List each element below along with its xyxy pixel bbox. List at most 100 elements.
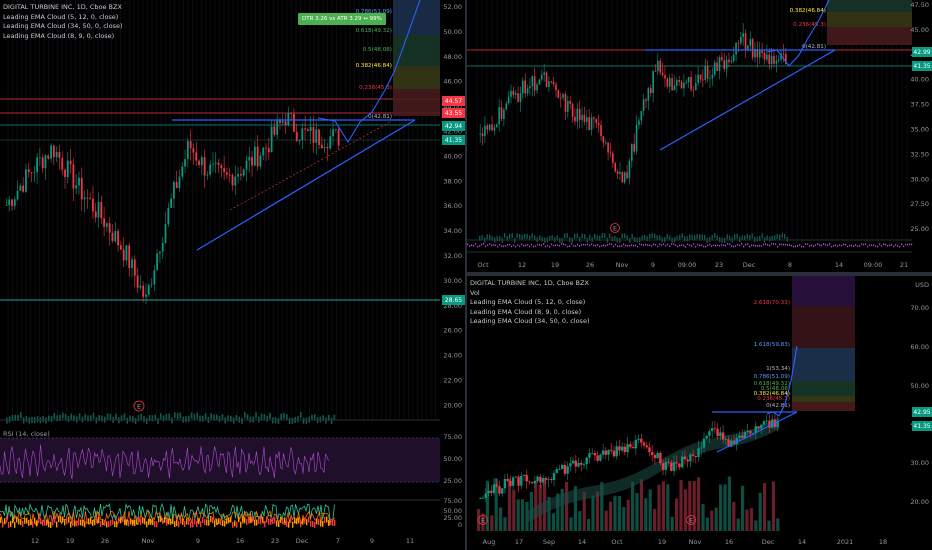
osc-bar xyxy=(18,518,20,525)
chart-pane-bottom-right[interactable]: 2.618(70.33) 1.618(59.83) 1(53.34) 0.786(51… xyxy=(467,276,932,550)
bottom-right-chart-canvas[interactable]: 2.618(70.33) 1.618(59.83) 1(53.34) 0.786(51… xyxy=(467,276,932,550)
volume-bar xyxy=(302,417,305,424)
br-candle xyxy=(601,450,605,455)
osc-bar xyxy=(901,243,903,246)
left-candle xyxy=(212,163,214,165)
legend-line[interactable]: Leading EMA Cloud (34, 50, 0, close) xyxy=(470,317,590,326)
br-candle xyxy=(610,449,613,451)
left-candle xyxy=(117,231,119,246)
fib-zone xyxy=(792,389,855,396)
volume-bar xyxy=(277,417,280,424)
x-tick: 2021 xyxy=(837,538,854,546)
volume-bar xyxy=(566,233,568,239)
osc-bar xyxy=(254,519,256,526)
left-chart-canvas[interactable]: 0.786(51.09) 0.618(49.32) 0.5(48.08) 0.382(… xyxy=(0,0,465,550)
osc-bar xyxy=(667,243,669,246)
br-candle xyxy=(487,490,490,494)
legend-line[interactable]: Leading EMA Cloud (5, 12, 0, close) xyxy=(3,12,119,21)
osc-bar xyxy=(797,245,799,247)
top-right-chart-canvas[interactable]: 0.382(46.84) 0.236(45.3) 0(42.81) E 47.50 45.… xyxy=(467,0,932,272)
osc-bar xyxy=(835,244,837,246)
left-candle xyxy=(131,259,133,268)
legend-line[interactable]: DIGITAL TURBINE INC, 1D, Cboe BZX xyxy=(3,3,122,11)
left-candle xyxy=(64,169,66,178)
y-tick: 40.00 xyxy=(910,76,929,84)
osc-bar xyxy=(519,245,521,247)
legend-line[interactable]: Leading EMA Cloud (8, 9, 0, close) xyxy=(3,31,115,40)
volume-bar xyxy=(529,235,531,241)
legend-line[interactable]: Leading EMA Cloud (8, 9, 0, close) xyxy=(470,307,582,316)
tr-candle xyxy=(479,133,481,135)
legend-line[interactable]: Vol xyxy=(470,288,480,297)
osc-bar xyxy=(725,244,727,247)
osc-bar xyxy=(841,244,843,247)
tr-candle xyxy=(652,70,654,93)
pane-divider-vertical[interactable] xyxy=(465,0,467,550)
price-tag-bg xyxy=(442,96,465,106)
y-tick: 40.00 xyxy=(443,152,462,160)
volume-bar xyxy=(754,236,756,242)
br-candle xyxy=(680,456,684,468)
br-candle xyxy=(656,452,659,459)
left-candle xyxy=(251,156,253,166)
osc-bar xyxy=(32,521,34,528)
y-tick: 32.00 xyxy=(443,252,462,260)
fib-zone xyxy=(393,89,440,116)
tr-candle xyxy=(567,100,569,112)
left-candle xyxy=(287,112,290,126)
chart-pane-top-right[interactable]: 0.382(46.84) 0.236(45.3) 0(42.81) E 47.50 45.… xyxy=(467,0,932,272)
volume-bar xyxy=(576,233,578,239)
legend-line[interactable]: Leading EMA Cloud (34, 50, 0, close) xyxy=(3,22,123,31)
osc-bar xyxy=(743,245,745,248)
osc-bar xyxy=(306,519,308,526)
osc-bar xyxy=(88,518,90,525)
pane-divider-horizontal[interactable] xyxy=(467,272,932,276)
osc-bar xyxy=(679,244,681,247)
volume-bar xyxy=(704,234,706,240)
price-tag: 43.55 xyxy=(445,110,462,117)
osc-bar xyxy=(803,245,805,248)
osc-bar xyxy=(637,245,639,248)
volume-bar xyxy=(749,508,753,531)
volume-bar xyxy=(766,235,768,241)
br-candle xyxy=(528,481,531,483)
osc-bar xyxy=(166,519,168,526)
osc-bar xyxy=(673,243,675,245)
x-tick: 9 xyxy=(370,537,374,545)
chart-pane-left[interactable]: 0.786(51.09) 0.618(49.32) 0.5(48.08) 0.382(… xyxy=(0,0,465,550)
volume-bar xyxy=(705,517,709,531)
osc-bar xyxy=(182,518,184,525)
osc-bar xyxy=(72,519,74,526)
y-tick: 60.00 xyxy=(910,343,929,351)
volume-bar xyxy=(506,235,508,241)
fib-label: 0.236(45.3) xyxy=(359,85,392,91)
osc-bar xyxy=(761,245,763,247)
volume-bar xyxy=(78,413,81,420)
volume-bar xyxy=(541,236,543,242)
left-candle xyxy=(38,157,41,159)
legend-line[interactable]: Leading EMA Cloud (5, 12, 0, close) xyxy=(470,298,586,307)
volume-bar xyxy=(534,480,538,531)
osc-bar xyxy=(70,521,72,528)
osc-bar xyxy=(186,518,188,525)
osc-bar xyxy=(787,244,789,246)
left-candle xyxy=(206,174,209,176)
fib-label: 0.618(49.32) xyxy=(356,28,392,34)
osc-bar xyxy=(260,518,262,525)
osc-bar xyxy=(795,245,797,248)
tr-candle xyxy=(676,80,678,86)
tr-candle xyxy=(782,53,785,55)
osc-bar xyxy=(68,516,70,523)
osc-bar xyxy=(210,516,212,523)
left-candle xyxy=(279,120,281,123)
volume-bar xyxy=(551,513,555,531)
osc-bar xyxy=(114,521,116,528)
volume-bar xyxy=(496,236,498,242)
osc-bar xyxy=(681,244,683,246)
volume-bar xyxy=(732,501,736,531)
legend-line[interactable]: DIGITAL TURBINE INC, 1D, Cboe BZX xyxy=(470,279,589,287)
tr-candle xyxy=(638,120,640,125)
br-candle xyxy=(768,420,771,428)
left-candle xyxy=(281,121,284,123)
br-candle xyxy=(691,454,695,456)
